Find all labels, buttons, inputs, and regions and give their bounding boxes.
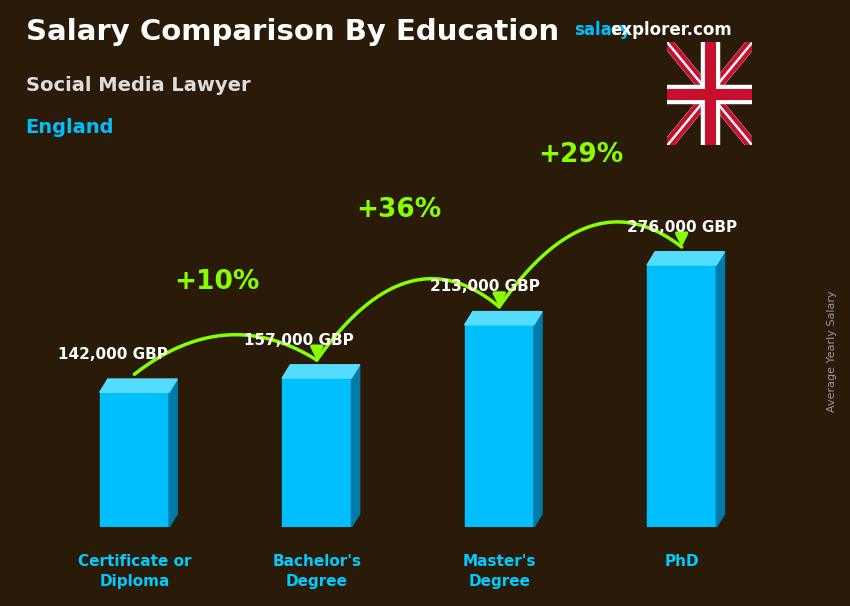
Polygon shape [647,265,717,527]
Text: salary: salary [574,21,631,39]
Text: explorer.com: explorer.com [610,21,732,39]
Text: Bachelor's
Degree: Bachelor's Degree [272,554,361,588]
Polygon shape [169,379,177,527]
Text: Master's
Degree: Master's Degree [462,554,536,588]
Text: Social Media Lawyer: Social Media Lawyer [26,76,250,95]
Text: +36%: +36% [356,197,441,223]
Text: PhD: PhD [665,554,699,569]
Text: 213,000 GBP: 213,000 GBP [430,279,540,295]
Polygon shape [465,325,534,527]
Polygon shape [99,379,177,392]
Polygon shape [534,311,542,527]
Text: Certificate or
Diploma: Certificate or Diploma [77,554,191,588]
Polygon shape [282,378,351,527]
Polygon shape [647,251,724,265]
Text: England: England [26,118,114,137]
Text: Average Yearly Salary: Average Yearly Salary [827,291,837,412]
Text: +29%: +29% [539,142,624,168]
Text: +10%: +10% [173,270,259,296]
Polygon shape [465,311,542,325]
Polygon shape [717,251,724,527]
Text: Salary Comparison By Education: Salary Comparison By Education [26,18,558,46]
Text: 276,000 GBP: 276,000 GBP [626,219,737,235]
Polygon shape [99,392,169,527]
Text: 142,000 GBP: 142,000 GBP [58,347,167,362]
Text: 157,000 GBP: 157,000 GBP [244,333,354,348]
Polygon shape [351,365,360,527]
Polygon shape [282,365,360,378]
